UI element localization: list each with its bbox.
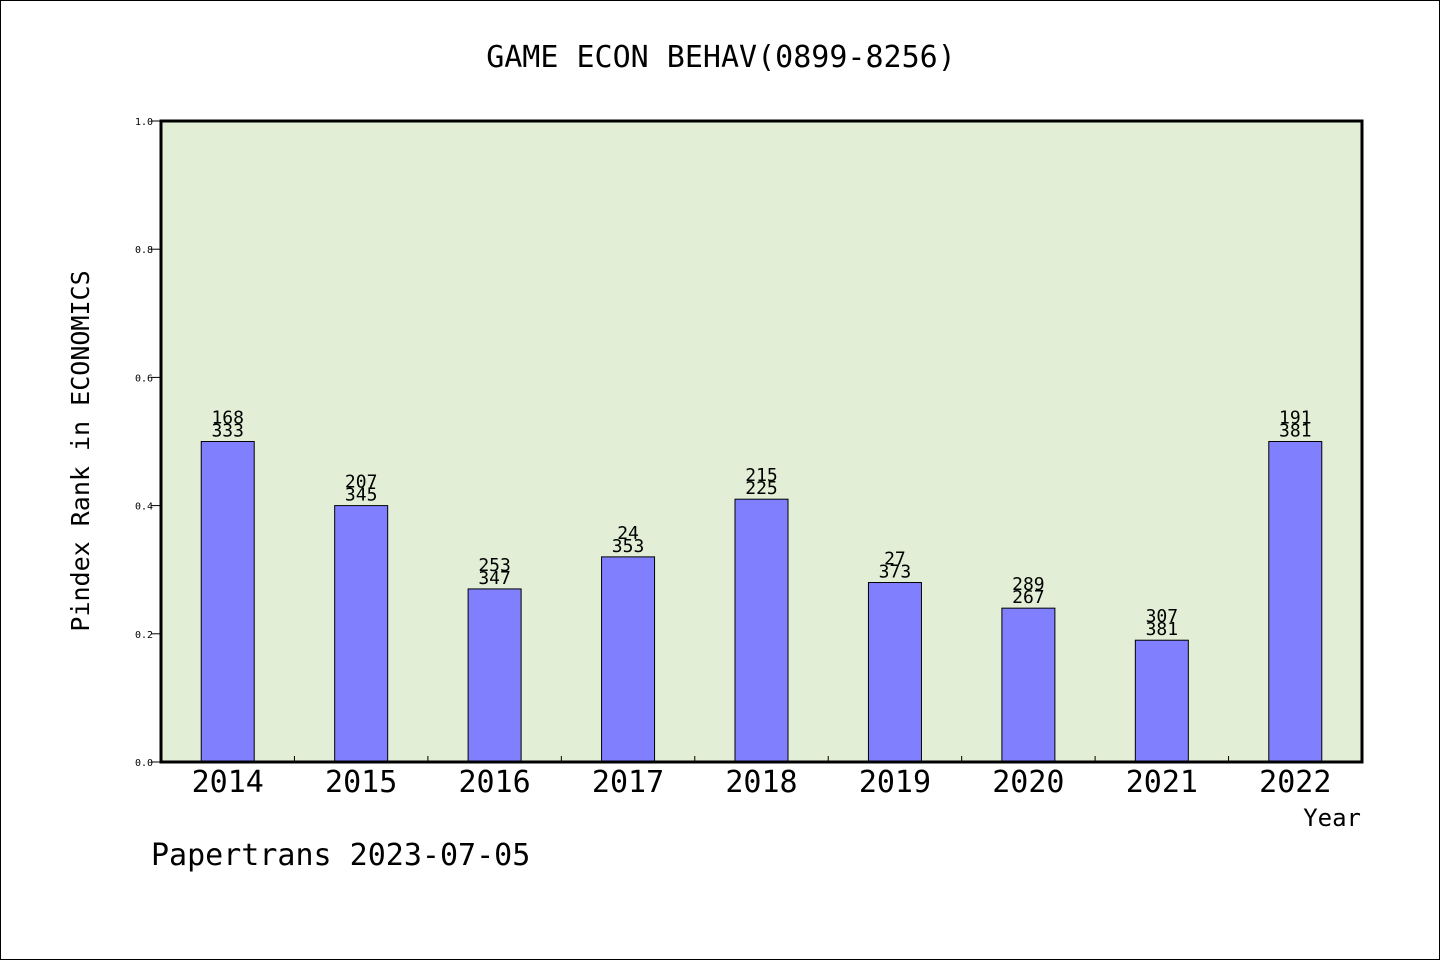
bar-2018 — [734, 498, 789, 763]
bar-label-top: 307 — [1146, 606, 1179, 627]
y-tick-label: 0.2 — [135, 630, 153, 641]
y-tick-label: 0.0 — [135, 758, 153, 769]
bar-label-bottom: 353 — [612, 536, 645, 557]
bar-2016 — [467, 588, 522, 763]
bar-2015 — [334, 505, 389, 763]
bar-label-top: 207 — [345, 472, 378, 493]
y-tick-label: 1.0 — [135, 117, 153, 128]
bar-2020 — [1001, 607, 1056, 763]
bar-label-top: 253 — [478, 555, 511, 576]
x-axis-label: Year — [1303, 804, 1361, 832]
plot-border — [159, 119, 1364, 764]
bar-label-top: 24 — [617, 523, 639, 544]
y-tick-label: 0.6 — [135, 373, 153, 384]
bar-2022 — [1268, 441, 1323, 763]
x-tick-label: 2021 — [1126, 765, 1198, 800]
x-tick-label: 2018 — [725, 765, 797, 800]
bar-2021 — [1134, 639, 1189, 763]
bar-2019 — [867, 582, 922, 763]
bar-2017 — [601, 556, 656, 763]
bars-group — [200, 441, 1323, 763]
bar-label-bottom: 373 — [879, 562, 912, 583]
x-tick-label: 2014 — [192, 765, 264, 800]
bar-label-bottom: 345 — [345, 485, 378, 506]
bar-label-bottom: 381 — [1146, 619, 1179, 640]
x-tick-label: 2015 — [325, 765, 397, 800]
bar-label-top: 27 — [884, 549, 906, 570]
bar-label-bottom: 267 — [1012, 587, 1045, 608]
y-axis-label: Pindex Rank in ECONOMICS — [66, 270, 95, 631]
y-tick-label: 0.4 — [135, 502, 153, 513]
bar-label-top: 289 — [1012, 574, 1045, 595]
bar-label-bottom: 347 — [478, 568, 511, 589]
bar-label-bottom: 333 — [211, 421, 244, 442]
x-tick-label: 2020 — [992, 765, 1064, 800]
bar-label-bottom: 381 — [1279, 421, 1312, 442]
bar-label-top: 215 — [745, 465, 778, 486]
bar-2014 — [200, 441, 255, 763]
y-tick-label: 0.8 — [135, 245, 153, 256]
y-axis-ticks: 0.0 0.2 0.4 0.6 0.8 1.0 — [135, 117, 161, 769]
footer-credit: Papertrans 2023-07-05 — [151, 838, 530, 873]
x-tick-label: 2019 — [859, 765, 931, 800]
x-tick-label: 2017 — [592, 765, 664, 800]
bar-label-bottom: 225 — [745, 478, 778, 499]
bar-label-top: 191 — [1279, 408, 1312, 429]
x-tick-label: 2022 — [1259, 765, 1331, 800]
bar-label-top: 168 — [211, 408, 244, 429]
x-tick-label: 2016 — [458, 765, 530, 800]
x-axis-ticks: 2014 2015 2016 2017 2018 2019 2020 2021 2022 — [192, 756, 1331, 800]
chart-title: GAME ECON BEHAV(0899-8256) — [486, 40, 956, 75]
